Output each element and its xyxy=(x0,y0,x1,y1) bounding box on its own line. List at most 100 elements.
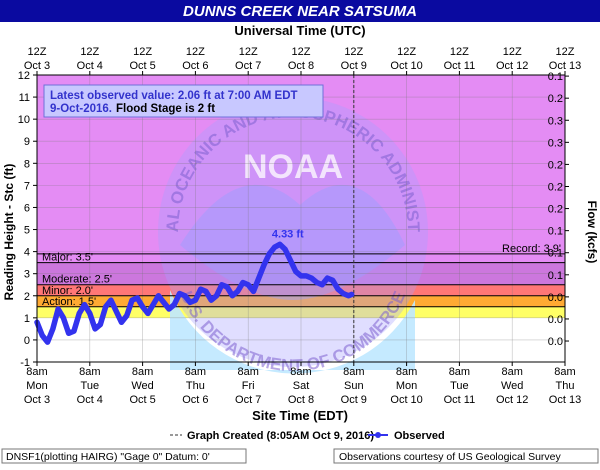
left-tick-label: 8 xyxy=(24,158,30,170)
utc-tick-hour: 12Z xyxy=(556,46,575,58)
utc-tick-hour: 12Z xyxy=(186,46,205,58)
local-tick-day: Tue xyxy=(81,380,100,392)
observed-point xyxy=(61,315,66,321)
left-tick-label: 0 xyxy=(24,335,30,347)
local-tick-time: 8am xyxy=(237,366,258,378)
local-tick-date: Oct 12 xyxy=(496,394,528,406)
observed-point xyxy=(98,322,103,327)
observed-point xyxy=(103,304,108,310)
observed-point xyxy=(267,251,272,257)
local-tick-time: 8am xyxy=(79,366,100,378)
title-bar xyxy=(0,0,600,22)
left-tick-label: 2 xyxy=(24,291,30,303)
observed-point xyxy=(335,286,341,292)
legend-observed-dot xyxy=(375,432,381,438)
observed-point xyxy=(187,300,193,305)
footer-datum: DNSF1(plotting HAIRG) "Gage 0" Datum: 0' xyxy=(6,451,210,463)
utc-tick-hour: 12Z xyxy=(450,46,469,58)
band-moderate xyxy=(37,284,565,296)
observed-point xyxy=(325,275,330,281)
left-tick-label: 5 xyxy=(24,225,30,237)
observed-point xyxy=(135,295,140,301)
local-tick-time: 8am xyxy=(132,366,153,378)
left-tick-label: 1 xyxy=(24,313,30,325)
observed-point xyxy=(161,300,166,305)
local-tick-day: Wed xyxy=(501,380,523,392)
local-tick-time: 8am xyxy=(185,366,206,378)
axes: -101234567891011120.00.00.00.10.10.10.20… xyxy=(18,46,581,406)
observed-point xyxy=(282,247,288,252)
observed-point xyxy=(50,326,56,332)
observed-point xyxy=(309,275,314,281)
info-line2: 9-Oct-2016. Flood Stage is 2 ft xyxy=(50,103,215,115)
local-tick-day: Tue xyxy=(450,380,469,392)
utc-tick-date: Oct 8 xyxy=(288,60,314,72)
local-tick-date: Oct 3 xyxy=(24,394,50,406)
observed-point xyxy=(71,328,77,334)
observed-point xyxy=(235,289,240,294)
left-tick-label: 3 xyxy=(24,269,30,281)
observed-point xyxy=(166,306,172,312)
left-tick-label: -1 xyxy=(20,357,30,369)
info-latest: Latest observed value: 2.06 ft at 7:00 A… xyxy=(50,90,298,102)
observed-point xyxy=(219,282,224,287)
observed-point xyxy=(172,302,177,307)
utc-tick-date: Oct 13 xyxy=(549,60,581,72)
legend-observed: Observed xyxy=(394,430,445,442)
local-tick-day: Sat xyxy=(293,380,310,392)
local-tick-date: Oct 11 xyxy=(444,394,476,406)
utc-tick-date: Oct 3 xyxy=(24,60,50,72)
info-flood-stage: Flood Stage is 2 ft xyxy=(116,103,215,115)
left-tick-label: 6 xyxy=(24,202,30,214)
right-tick-label: 0.0 xyxy=(548,314,563,326)
local-tick-time: 8am xyxy=(26,366,47,378)
local-tick-time: 8am xyxy=(501,366,522,378)
left-axis-title: Reading Height - Stc (ft) xyxy=(2,164,16,301)
observed-point xyxy=(349,292,354,297)
observed-point xyxy=(230,293,235,298)
top-axis-title: Universal Time (UTC) xyxy=(234,23,365,38)
right-tick-label: 0.2 xyxy=(548,159,563,171)
observed-point xyxy=(45,339,50,345)
observed-point xyxy=(40,333,45,338)
right-tick-label: 0.2 xyxy=(548,204,563,216)
local-tick-day: Sun xyxy=(344,380,364,392)
observed-point xyxy=(182,293,188,298)
observed-point xyxy=(209,297,214,303)
band-minor xyxy=(37,295,565,307)
observed-point xyxy=(193,297,198,303)
observed-point xyxy=(140,304,145,310)
local-tick-day: Mon xyxy=(396,380,417,392)
observed-point xyxy=(203,289,209,294)
utc-tick-hour: 12Z xyxy=(344,46,363,58)
utc-tick-hour: 12Z xyxy=(239,46,258,58)
observed-point xyxy=(114,309,119,314)
local-tick-day: Wed xyxy=(131,380,153,392)
watermark-bird-icon xyxy=(180,184,405,300)
local-tick-day: Thu xyxy=(556,380,575,392)
observed-point xyxy=(124,313,129,318)
local-tick-date: Oct 7 xyxy=(235,394,261,406)
utc-tick-hour: 12Z xyxy=(397,46,416,58)
legend-graph-created: Graph Created (8:05AM Oct 9, 2016) xyxy=(187,430,374,442)
local-tick-date: Oct 13 xyxy=(549,394,581,406)
local-tick-day: Thu xyxy=(186,380,205,392)
utc-tick-date: Oct 5 xyxy=(129,60,155,72)
utc-tick-hour: 12Z xyxy=(292,46,311,58)
local-tick-date: Oct 8 xyxy=(288,394,314,406)
observed-point xyxy=(87,311,93,316)
local-tick-day: Fri xyxy=(242,380,255,392)
utc-tick-date: Oct 6 xyxy=(182,60,208,72)
observed-point xyxy=(330,278,335,283)
local-tick-date: Oct 9 xyxy=(341,394,367,406)
right-tick-label: 0.0 xyxy=(548,336,563,348)
right-tick-label: 0.3 xyxy=(548,137,563,149)
observed-point xyxy=(119,320,124,325)
left-tick-label: 7 xyxy=(24,180,30,192)
right-tick-label: 0.1 xyxy=(548,270,563,282)
utc-tick-hour: 12Z xyxy=(80,46,99,58)
observed-point xyxy=(261,262,267,268)
utc-tick-date: Oct 10 xyxy=(390,60,422,72)
